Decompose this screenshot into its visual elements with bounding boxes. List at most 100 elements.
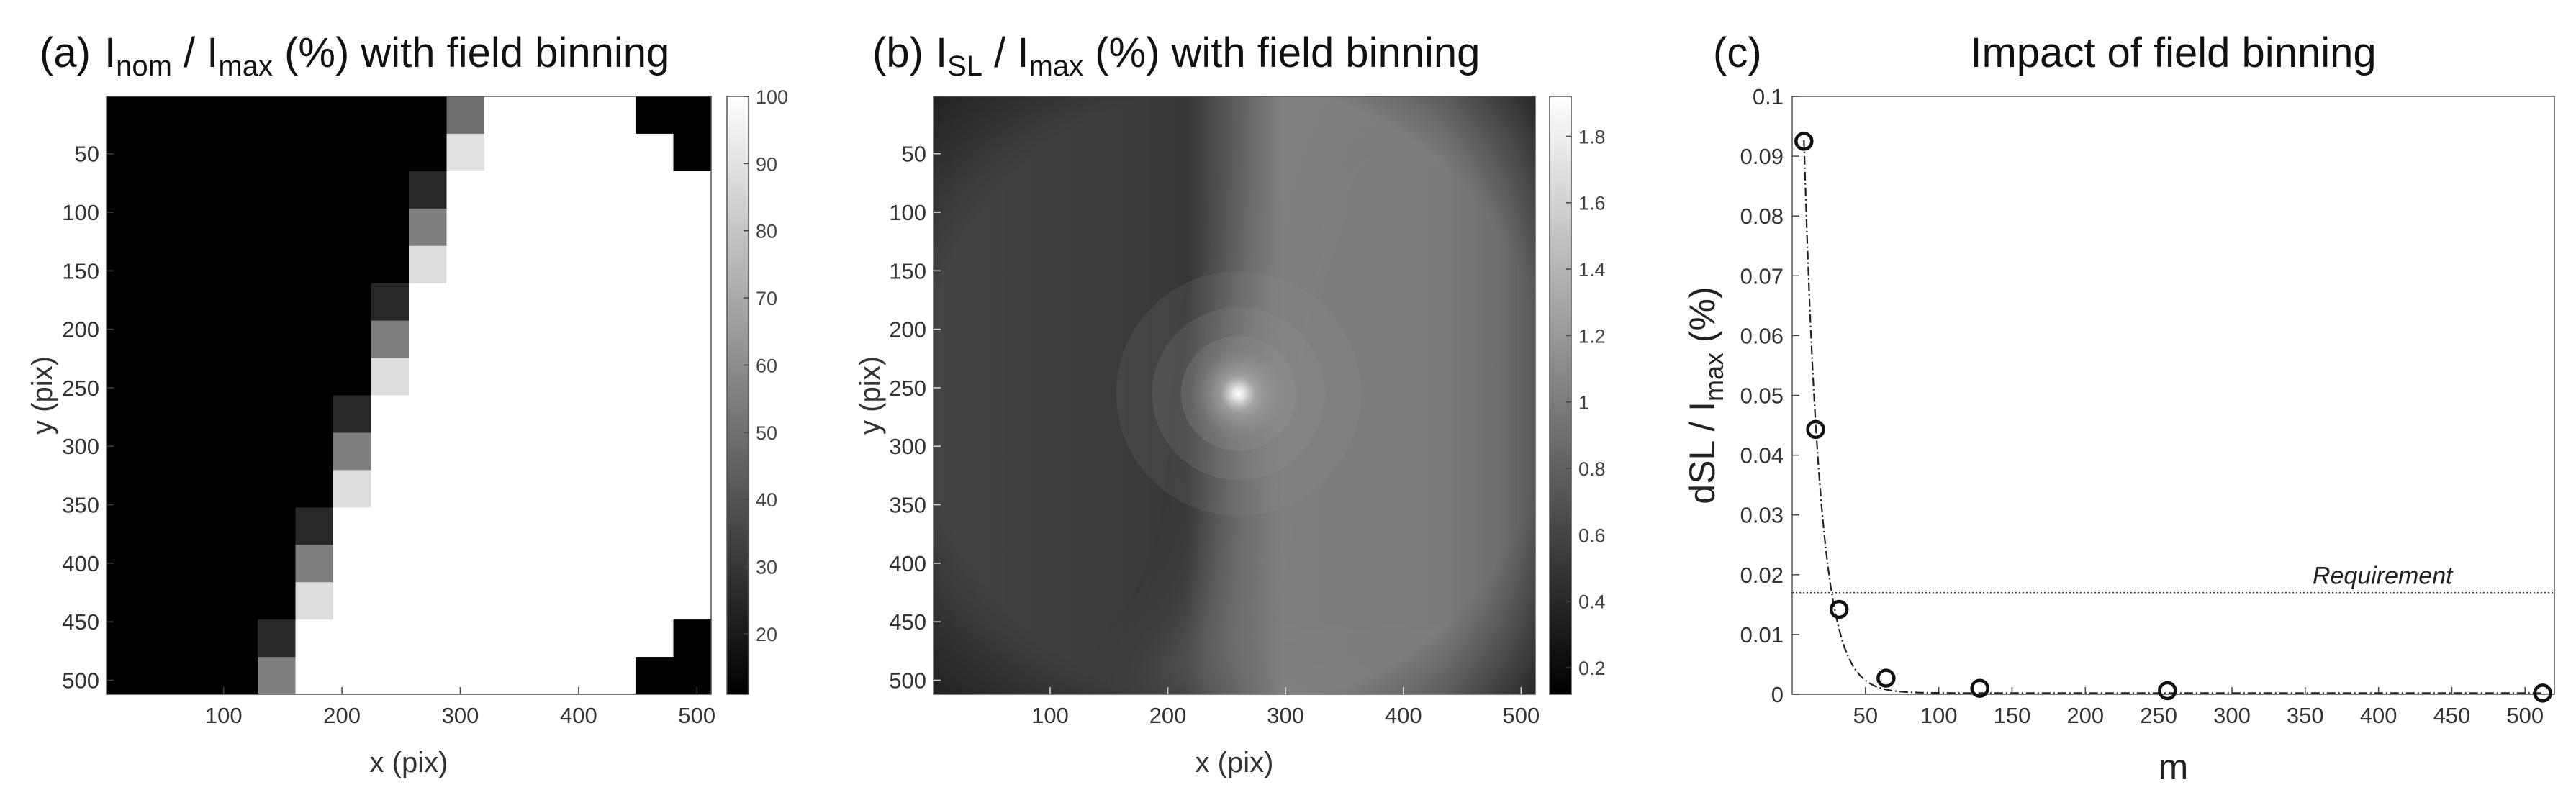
heatmap-cell xyxy=(333,320,372,359)
heatmap-cell xyxy=(409,470,448,508)
heatmap-cell xyxy=(107,619,145,658)
heatmap-cell xyxy=(446,657,485,695)
heatmap-cell xyxy=(673,545,712,583)
heatmap-cell xyxy=(673,507,712,545)
heatmap-cell xyxy=(371,320,410,359)
heatmap-cell xyxy=(144,582,183,620)
heatmap-cell xyxy=(560,245,599,284)
heatmap-cell xyxy=(522,582,561,620)
heatmap-cell xyxy=(371,358,410,396)
heatmap-cell xyxy=(220,133,258,172)
data-point xyxy=(1970,678,1989,698)
y-tick-label: 350 xyxy=(889,493,926,518)
heatmap-cell xyxy=(409,320,448,359)
heatmap-cell xyxy=(144,358,183,396)
heatmap-cell xyxy=(144,245,183,284)
heatmap-cell xyxy=(560,171,599,209)
heatmap-cell xyxy=(522,208,561,247)
heatmap-cell xyxy=(484,245,523,284)
heatmap-cell xyxy=(560,619,599,658)
heatmap-cell xyxy=(522,358,561,396)
heatmap-cell xyxy=(522,545,561,583)
y-tick-label: 400 xyxy=(62,551,99,576)
heatmap-cell xyxy=(636,395,674,434)
heatmap-cell xyxy=(673,133,712,172)
heatmap-cell xyxy=(220,582,258,620)
chart-title: ISL / Imax (%) with field binning xyxy=(936,29,1480,82)
y-tick-label: 0.05 xyxy=(1740,383,1784,409)
colorbar-tick-label: 1 xyxy=(1578,392,1589,414)
heatmap-cell xyxy=(484,657,523,695)
heatmap-cell xyxy=(371,582,410,620)
heatmap-cell xyxy=(636,208,674,247)
heatmap-cell xyxy=(597,96,636,135)
heatmap-cell xyxy=(258,619,297,658)
colorbar xyxy=(726,96,749,695)
heatmap-cell xyxy=(484,619,523,658)
heatmap-cell xyxy=(636,657,674,695)
heatmap-cell xyxy=(673,432,712,471)
heatmap-cell xyxy=(107,283,145,322)
x-tick-label: 300 xyxy=(1267,703,1304,728)
heatmap-cell xyxy=(636,133,674,172)
heatmap-cell xyxy=(484,582,523,620)
heatmap-cell xyxy=(371,507,410,545)
heatmap-cell xyxy=(144,171,183,209)
x-tick-label: 300 xyxy=(442,703,479,728)
heatmap-cell xyxy=(560,358,599,396)
heatmap-cell xyxy=(144,133,183,172)
heatmap-cell xyxy=(220,432,258,471)
heatmap-cell xyxy=(484,283,523,322)
heatmap-cell xyxy=(597,432,636,471)
x-axis-label: x (pix) xyxy=(370,747,448,778)
colorbar-tick-label: 1.8 xyxy=(1578,126,1606,147)
heatmap-cell xyxy=(409,358,448,396)
heatmap-cell xyxy=(107,358,145,396)
heatmap-cell xyxy=(333,619,372,658)
heatmap-cell xyxy=(673,619,712,658)
plot-frame xyxy=(106,96,712,695)
heatmap-cell xyxy=(446,96,485,135)
heatmap-cell xyxy=(295,358,334,396)
y-tick-label: 0.06 xyxy=(1740,323,1784,348)
heatmap-cell xyxy=(220,507,258,545)
heatmap-cell xyxy=(371,395,410,434)
heatmap-cell xyxy=(597,171,636,209)
heatmap-cell xyxy=(484,133,523,172)
heatmap-cell xyxy=(144,657,183,695)
x-axis-label: x (pix) xyxy=(1196,747,1274,778)
heatmap-cell xyxy=(295,395,334,434)
heatmap-cell xyxy=(258,133,297,172)
heatmap-cell xyxy=(107,133,145,172)
heatmap-cell xyxy=(333,245,372,284)
heatmap-cell xyxy=(371,133,410,172)
heatmap-cell xyxy=(484,470,523,508)
heatmap-cell xyxy=(446,133,485,172)
heatmap-cell xyxy=(409,507,448,545)
heatmap-cell xyxy=(597,470,636,508)
heatmap-cell xyxy=(560,208,599,247)
heatmap-cell xyxy=(220,245,258,284)
heatmap-cell xyxy=(522,245,561,284)
requirement-label: Requirement xyxy=(2313,563,2454,590)
heatmap-cell xyxy=(258,657,297,695)
y-tick-label: 0.1 xyxy=(1753,84,1784,109)
heatmap-cell xyxy=(258,245,297,284)
heatmap-cell xyxy=(182,619,221,658)
x-axis-label: m xyxy=(2159,747,2189,787)
panel-label: (a) xyxy=(40,29,91,76)
heatmap-cell xyxy=(182,133,221,172)
heatmap-cell xyxy=(673,395,712,434)
heatmap-cell xyxy=(182,171,221,209)
x-tick-label: 300 xyxy=(2213,703,2251,728)
heatmap-cell xyxy=(522,320,561,359)
heatmap-cell xyxy=(636,96,674,135)
y-tick-label: 250 xyxy=(62,376,99,401)
heatmap-cell xyxy=(182,582,221,620)
heatmap-cell xyxy=(409,395,448,434)
heatmap-cell xyxy=(484,171,523,209)
heatmap-cell xyxy=(258,582,297,620)
heatmap-cell xyxy=(107,582,145,620)
y-tick-label: 0.01 xyxy=(1740,622,1784,648)
heatmap-cell xyxy=(295,545,334,583)
